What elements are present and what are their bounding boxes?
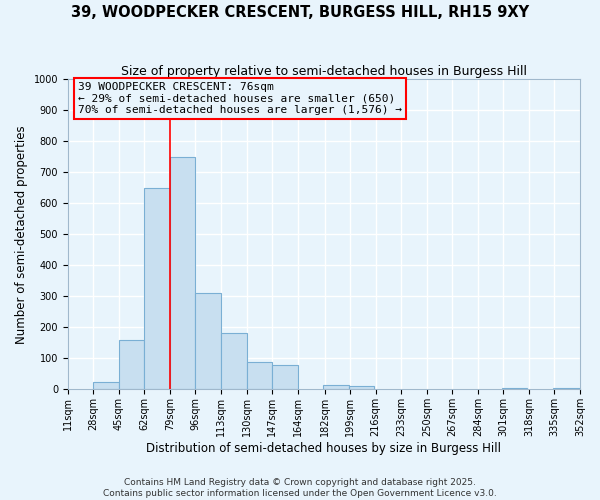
Title: Size of property relative to semi-detached houses in Burgess Hill: Size of property relative to semi-detach… [121, 65, 527, 78]
Bar [272, 364, 298, 390]
X-axis label: Distribution of semi-detached houses by size in Burgess Hill: Distribution of semi-detached houses by … [146, 442, 502, 455]
Text: 39 WOODPECKER CRESCENT: 76sqm
← 29% of semi-detached houses are smaller (650)
70: 39 WOODPECKER CRESCENT: 76sqm ← 29% of s… [78, 82, 402, 116]
Bar [349, 386, 374, 390]
Bar [221, 332, 247, 390]
Text: 39, WOODPECKER CRESCENT, BURGESS HILL, RH15 9XY: 39, WOODPECKER CRESCENT, BURGESS HILL, R… [71, 5, 529, 20]
Text: Contains HM Land Registry data © Crown copyright and database right 2025.
Contai: Contains HM Land Registry data © Crown c… [103, 478, 497, 498]
Bar [502, 388, 527, 390]
Bar [170, 156, 196, 390]
Y-axis label: Number of semi-detached properties: Number of semi-detached properties [15, 125, 28, 344]
Bar [323, 385, 349, 390]
Bar [196, 293, 221, 390]
Bar [119, 340, 145, 390]
Bar [553, 388, 580, 390]
Bar [247, 362, 272, 390]
Bar [145, 188, 170, 390]
Bar [94, 382, 119, 390]
